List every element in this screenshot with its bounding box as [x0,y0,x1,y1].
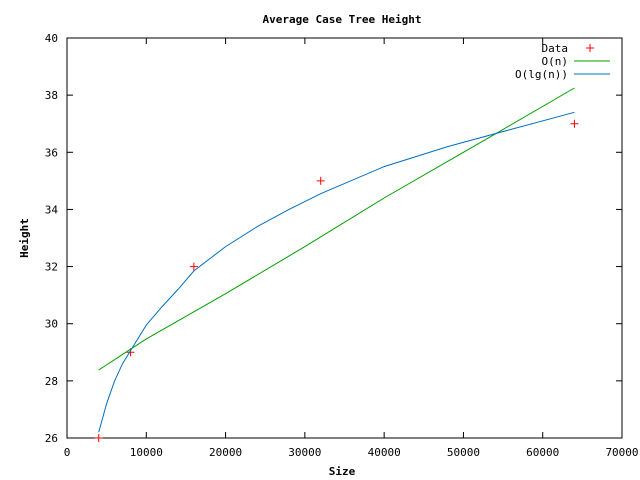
x-tick-label: 60000 [526,446,559,459]
y-tick-label: 32 [45,261,58,274]
legend-label: O(lg(n)) [515,68,568,81]
y-tick-label: 40 [45,32,58,45]
legend-label: Data [542,42,569,55]
series-line-2 [98,111,575,433]
x-tick-label: 0 [64,446,71,459]
data-point [189,262,198,271]
y-tick-label: 28 [45,375,58,388]
y-tick-label: 34 [45,203,59,216]
y-tick-label: 26 [45,432,58,445]
x-axis-title: Size [329,465,356,478]
y-tick-label: 30 [45,318,58,331]
plot-layer: 0 10000 20000 30000 40000 50000 60000 70000 26 28… [45,32,639,459]
data-point [570,119,579,128]
plot-frame [66,37,623,439]
data-point [94,434,103,442]
y-axis-title: Height [18,218,31,258]
x-tick-label: 40000 [368,446,401,459]
y-tick-label: 38 [45,89,58,102]
y-tick-label: 36 [45,146,58,159]
data-point [316,176,325,185]
x-tick-label: 10000 [130,446,163,459]
x-tick-label: 70000 [605,446,638,459]
x-tick-label: 20000 [209,446,242,459]
x-tick-label: 30000 [288,446,321,459]
legend-point-swatch [586,44,594,52]
chart-title: Average Case Tree Height [263,13,422,26]
x-tick-label: 50000 [447,446,480,459]
legend-label: O(n) [542,55,569,68]
